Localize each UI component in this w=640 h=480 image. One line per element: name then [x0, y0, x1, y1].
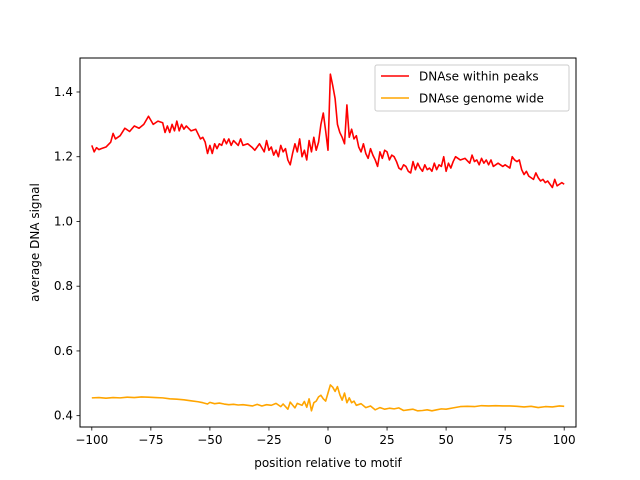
y-tick-label: 0.8 [54, 279, 73, 293]
y-tick-label: 0.6 [54, 344, 73, 358]
x-tick-label: 0 [324, 433, 332, 447]
legend-box [374, 64, 570, 112]
x-tick-label: −25 [256, 433, 281, 447]
y-tick-label: 1.4 [54, 85, 73, 99]
x-tick-label: −100 [75, 433, 108, 447]
legend-label-genome-wide: DNAse genome wide [419, 92, 544, 106]
x-tick-label: 25 [379, 433, 394, 447]
y-axis: 0.4 0.6 0.8 1.0 1.2 1.4 [54, 85, 80, 423]
series-line-genome-wide [91, 384, 565, 412]
y-tick-label: 1.0 [54, 214, 73, 228]
legend-label-within-peaks: DNAse within peaks [419, 70, 539, 84]
x-tick-label: 100 [553, 433, 576, 447]
x-tick-label: −50 [197, 433, 222, 447]
plot-area-frame [79, 57, 577, 428]
x-axis-label: position relative to motif [254, 456, 402, 470]
y-tick-label: 0.4 [54, 409, 73, 423]
y-tick-label: 1.2 [54, 150, 73, 164]
series-line-within-peaks [91, 73, 565, 189]
x-tick-label: 75 [498, 433, 513, 447]
x-tick-label: 50 [438, 433, 453, 447]
x-axis: −100 −75 −50 −25 0 25 50 75 100 [75, 427, 576, 447]
x-tick-label: −75 [138, 433, 163, 447]
legend: DNAse within peaks DNAse genome wide [374, 64, 570, 112]
series-layer [91, 73, 565, 412]
y-axis-label: average DNA signal [28, 183, 42, 302]
